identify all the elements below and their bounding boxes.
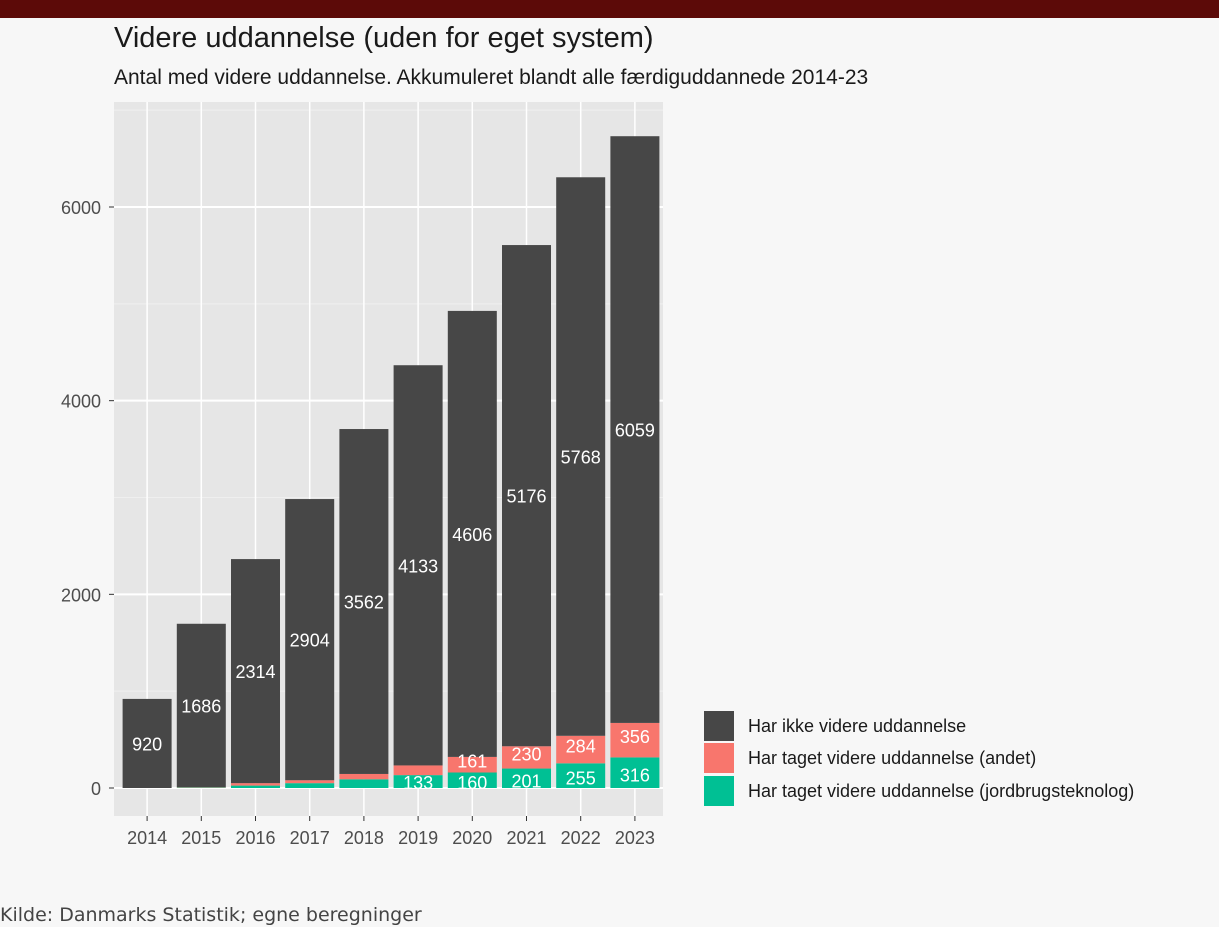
- data-label-andet-2021: 230: [511, 744, 541, 764]
- bar-segment-ikke-videre-2019: [393, 365, 443, 766]
- y-tick-label: 0: [91, 779, 101, 799]
- bar-segment-ikke-videre-2020: [447, 310, 497, 757]
- x-tick-label: 2017: [290, 828, 330, 848]
- y-tick-label: 2000: [61, 585, 101, 605]
- data-label-jordbrugsteknolog-2023: 316: [620, 766, 650, 786]
- data-label-ikke-videre-2021: 5176: [506, 487, 546, 507]
- bar-segment-andet-2018: [339, 773, 389, 780]
- data-label-ikke-videre-2016: 2314: [235, 662, 275, 682]
- x-tick-label: 2014: [127, 828, 167, 848]
- legend-label-andet: Har taget videre uddannelse (andet): [748, 748, 1037, 768]
- data-label-andet-2020: 161: [457, 752, 487, 772]
- bar-segment-andet-2021: [502, 746, 551, 769]
- data-label-jordbrugsteknolog-2019: 133: [403, 773, 433, 793]
- data-label-ikke-videre-2022: 5768: [561, 448, 601, 468]
- bar-segment-ikke-videre-2015: [176, 623, 226, 788]
- bar-segment-andet-2023: [610, 722, 660, 758]
- bar-segment-ikke-videre-2014: [122, 698, 172, 788]
- data-label-andet-2023: 356: [620, 727, 650, 747]
- bar-segment-ikke-videre-2021: [502, 245, 551, 747]
- legend-swatch-andet: [704, 743, 734, 773]
- top-bar: [0, 0, 1219, 18]
- bar-segment-andet-2019: [393, 765, 443, 776]
- x-tick-label: 2018: [344, 828, 384, 848]
- data-label-ikke-videre-2023: 6059: [615, 421, 655, 441]
- bar-segment-jordbrugsteknolog-2018: [339, 779, 389, 788]
- x-tick-label: 2019: [398, 828, 438, 848]
- chart-title: Videre uddannelse (uden for eget system): [114, 22, 654, 54]
- chart-subtitle: Antal med videre uddannelse. Akkumuleret…: [114, 66, 869, 89]
- data-label-ikke-videre-2017: 2904: [290, 631, 330, 651]
- x-tick-label: 2022: [561, 828, 601, 848]
- bar-segment-jordbrugsteknolog-2019: [393, 775, 443, 788]
- bar-segment-andet-2017: [285, 780, 335, 784]
- legend-swatch-ikke-videre: [704, 711, 734, 741]
- data-label-ikke-videre-2014: 920: [132, 734, 162, 754]
- data-label-jordbrugsteknolog-2022: 255: [566, 769, 596, 789]
- legend-label-jordbrugsteknolog: Har taget videre uddannelse (jordbrugste…: [748, 781, 1135, 801]
- y-tick-label: 6000: [61, 198, 101, 218]
- legend-label-ikke-videre: Har ikke videre uddannelse: [748, 716, 967, 736]
- bar-segment-andet-2016: [231, 783, 280, 786]
- x-tick-label: 2020: [452, 828, 492, 848]
- bar-segment-andet-2022: [556, 735, 606, 764]
- bar-segment-jordbrugsteknolog-2020: [447, 772, 497, 788]
- data-label-ikke-videre-2018: 3562: [344, 592, 384, 612]
- data-label-ikke-videre-2020: 4606: [452, 525, 492, 545]
- x-tick-label: 2015: [181, 828, 221, 848]
- bar-segment-andet-2020: [447, 756, 497, 773]
- legend-swatch-jordbrugsteknolog: [704, 776, 734, 806]
- bar-segment-jordbrugsteknolog-2017: [285, 783, 335, 788]
- source-note: Kilde: Danmarks Statistik; egne beregnin…: [0, 904, 422, 926]
- data-label-ikke-videre-2015: 1686: [181, 696, 221, 716]
- data-label-jordbrugsteknolog-2020: 160: [457, 773, 487, 793]
- bar-segment-jordbrugsteknolog-2022: [556, 763, 606, 788]
- x-tick-label: 2016: [235, 828, 275, 848]
- x-tick-label: 2023: [615, 828, 655, 848]
- bar-segment-ikke-videre-2022: [556, 177, 606, 736]
- bar-segment-jordbrugsteknolog-2021: [502, 768, 551, 788]
- bar-segment-jordbrugsteknolog-2023: [610, 757, 660, 788]
- data-label-jordbrugsteknolog-2021: 201: [511, 771, 541, 791]
- data-label-andet-2022: 284: [566, 737, 596, 757]
- bar-segment-jordbrugsteknolog-2016: [231, 785, 280, 788]
- bar-segment-ikke-videre-2016: [231, 559, 280, 784]
- y-tick-label: 4000: [61, 392, 101, 412]
- bar-segment-ikke-videre-2017: [285, 499, 335, 781]
- bar-segment-ikke-videre-2023: [610, 136, 660, 723]
- bar-segment-ikke-videre-2018: [339, 429, 389, 774]
- data-label-ikke-videre-2019: 4133: [398, 556, 438, 576]
- x-tick-label: 2021: [506, 828, 546, 848]
